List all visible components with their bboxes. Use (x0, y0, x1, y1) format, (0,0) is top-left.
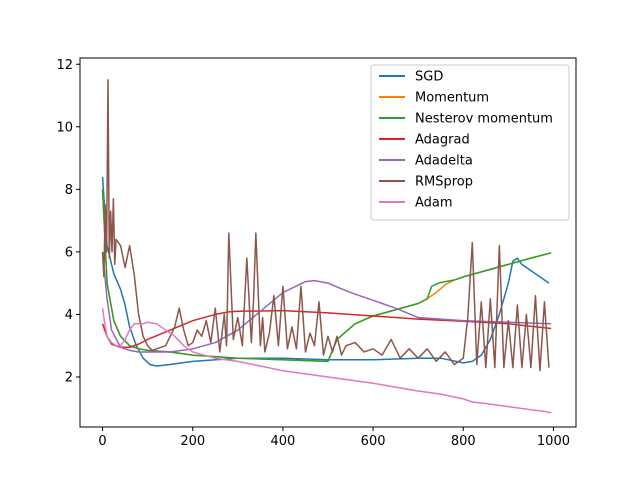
y-tick-label: 2 (65, 370, 73, 385)
legend-label: Adam (415, 196, 453, 211)
x-tick-label: 200 (180, 434, 205, 449)
y-tick-label: 4 (65, 308, 73, 323)
legend-label: Adagrad (415, 133, 470, 148)
legend-box (370, 64, 570, 221)
legend: SGD Momentum Nesterov momentum Adagrad Adade… (370, 64, 570, 221)
series-line-adadelta (101, 251, 552, 353)
x-tick-label: 800 (451, 434, 476, 449)
x-tick-label: 0 (98, 434, 106, 449)
x-tick-label: 600 (361, 434, 386, 449)
x-tick-label: 400 (270, 434, 295, 449)
y-tick-label: 12 (56, 58, 73, 73)
series-line-adam (101, 308, 552, 414)
series-line-sgd (101, 176, 550, 367)
legend-label: RMSprop (415, 175, 473, 190)
axes-layer: 0 200 400 600 800 1000 2 4 6 8 10 12 (56, 58, 570, 449)
series-layer (101, 79, 552, 414)
legend-label: Adadelta (415, 154, 473, 169)
legend-label: Nesterov momentum (415, 112, 553, 127)
legend-label: SGD (415, 70, 443, 85)
y-tick-label: 6 (65, 245, 73, 260)
legend-label: Momentum (415, 91, 489, 106)
plot-frame (79, 57, 577, 428)
x-tick-label: 1000 (537, 434, 570, 449)
series-line-rmsprop (101, 79, 550, 372)
y-tick-label: 10 (56, 120, 73, 135)
y-tick-label: 8 (65, 183, 73, 198)
